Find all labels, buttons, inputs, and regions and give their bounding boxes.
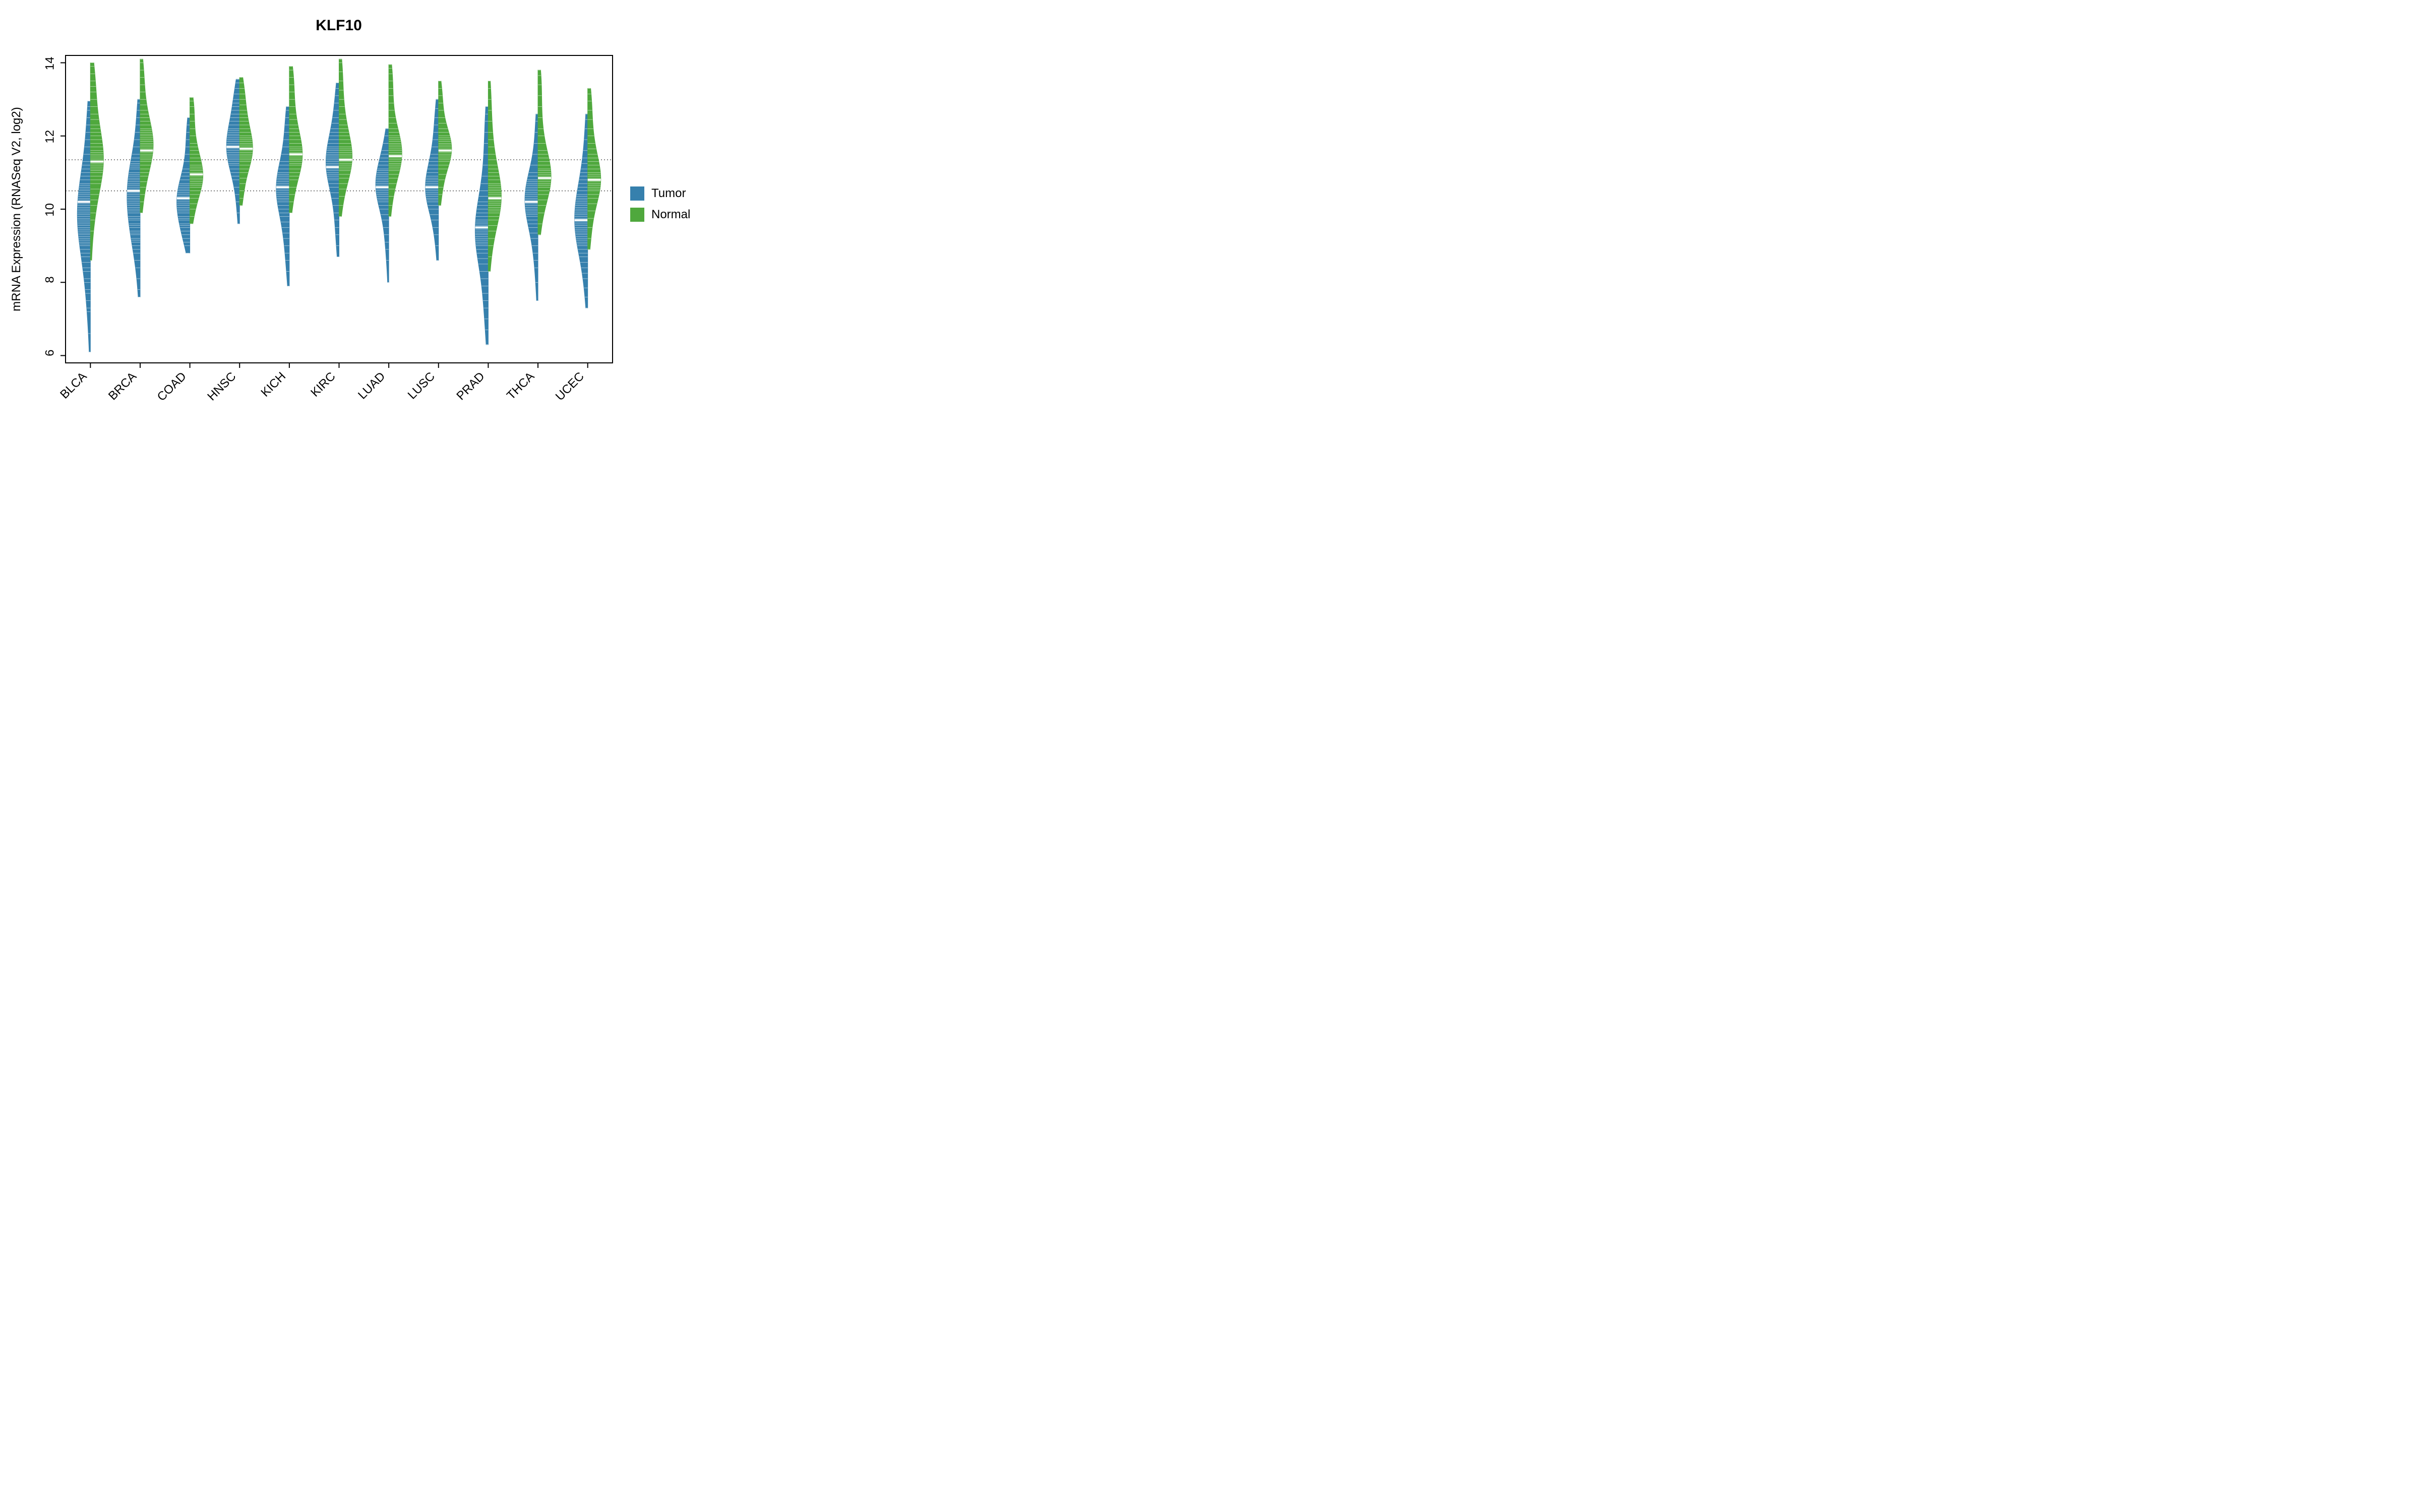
y-tick-label: 14 (43, 57, 56, 71)
legend-label-tumor: Tumor (651, 186, 686, 200)
legend-swatch-tumor (630, 186, 644, 201)
tumor-violin (326, 83, 339, 257)
x-tick-label: COAD (155, 369, 189, 404)
x-tick-label: PRAD (454, 369, 487, 403)
x-tick-label: KIRC (308, 369, 338, 400)
x-tick-label: BRCA (106, 369, 139, 403)
legend-swatch-normal (630, 208, 644, 222)
normal-violin (339, 59, 352, 216)
tumor-violin (226, 79, 239, 224)
x-tick-label: BLCA (57, 369, 89, 401)
y-tick-label: 8 (43, 276, 56, 283)
x-tick-label: LUAD (355, 369, 388, 402)
x-tick-label: LUSC (405, 369, 438, 402)
chart-title: KLF10 (316, 17, 362, 34)
x-tick-label: THCA (504, 369, 537, 402)
tumor-violin (77, 101, 90, 352)
x-tick-label: KICH (258, 369, 288, 400)
y-tick-label: 12 (43, 130, 56, 144)
normal-violin (538, 70, 551, 235)
x-tick-label: UCEC (553, 369, 587, 403)
y-axis-label: mRNA Expression (RNASeq V2, log2) (10, 107, 23, 311)
chart-container: KLF10 6 8 10 12 14 mRNA Expression (RNASeq V2,… (0, 0, 736, 460)
normal-violin (389, 65, 402, 216)
legend-label-normal: Normal (651, 208, 690, 221)
x-tick-label: HNSC (205, 369, 238, 403)
y-tick-label: 10 (43, 203, 56, 217)
normal-violin (190, 98, 203, 224)
y-tick-label: 6 (43, 349, 56, 356)
beanplot-svg: KLF10 6 8 10 12 14 mRNA Expression (RNASeq V2,… (0, 0, 736, 460)
